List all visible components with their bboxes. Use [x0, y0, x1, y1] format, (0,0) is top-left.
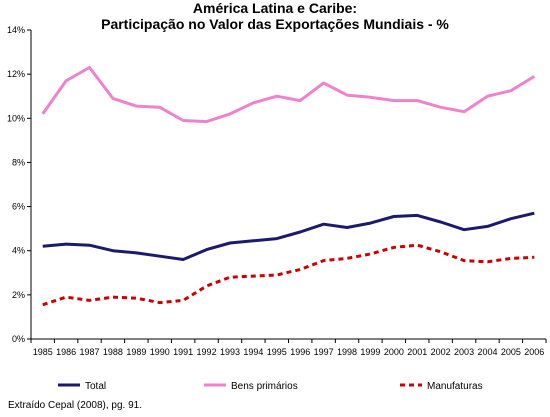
- x-tick-label: 1993: [220, 347, 240, 357]
- x-tick-label: 1985: [33, 347, 53, 357]
- legend-label-manufaturas: Manufaturas: [427, 381, 483, 392]
- y-tick-label: 10%: [7, 113, 25, 123]
- x-tick-label: 1997: [314, 347, 334, 357]
- x-tick-label: 1996: [290, 347, 310, 357]
- y-tick-label: 12%: [7, 69, 25, 79]
- series-line-manufaturas: [42, 243, 535, 307]
- x-tick-label: 2002: [431, 347, 451, 357]
- x-tick-label: 1995: [267, 347, 287, 357]
- x-tick-label: 1990: [150, 347, 170, 357]
- series-line-total: [42, 211, 535, 261]
- x-tick-label: 2001: [407, 347, 427, 357]
- x-tick-label: 1998: [337, 347, 357, 357]
- x-tick-label: 2006: [524, 347, 544, 357]
- legend-label-bens-primarios: Bens primários: [231, 381, 298, 392]
- y-tick-label: 0%: [12, 334, 25, 344]
- y-tick-label: 8%: [12, 157, 25, 167]
- x-tick-label: 1986: [56, 347, 76, 357]
- x-tick-label: 2004: [477, 347, 497, 357]
- x-tick-label: 1994: [243, 347, 263, 357]
- x-tick-label: 1992: [197, 347, 217, 357]
- x-tick-label: 1987: [80, 347, 100, 357]
- source-note: Extraído Cepal (2008), pg. 91.: [8, 400, 142, 411]
- axes: [30, 30, 546, 340]
- legend: Total Bens primários Manufaturas: [58, 381, 483, 392]
- chart-title-line2: Participação no Valor das Exportações Mu…: [101, 16, 449, 32]
- x-axis-ticks: 1985 1986 1987 1988 1989 1990 1991 1992 1993 1994…: [30, 339, 547, 357]
- x-tick-label: 1999: [360, 347, 380, 357]
- x-tick-label: 2005: [501, 347, 521, 357]
- y-tick-label: 4%: [12, 246, 25, 256]
- chart-title-line1: América Latina e Caribe:: [192, 0, 358, 16]
- y-tick-label: 6%: [12, 202, 25, 212]
- x-tick-label: 2003: [454, 347, 474, 357]
- x-tick-label: 1991: [173, 347, 193, 357]
- x-tick-label: 1988: [103, 347, 123, 357]
- x-tick-label: 2000: [384, 347, 404, 357]
- y-tick-label: 14%: [7, 25, 25, 35]
- legend-label-total: Total: [85, 381, 106, 392]
- x-tick-label: 1989: [126, 347, 146, 357]
- series-lines: [41, 66, 536, 307]
- y-axis-ticks: 0% 2% 4% 6% 8% 10% 12% 14%: [7, 25, 31, 344]
- series-line-bens-primarios: [41, 66, 536, 124]
- y-tick-label: 2%: [12, 290, 25, 300]
